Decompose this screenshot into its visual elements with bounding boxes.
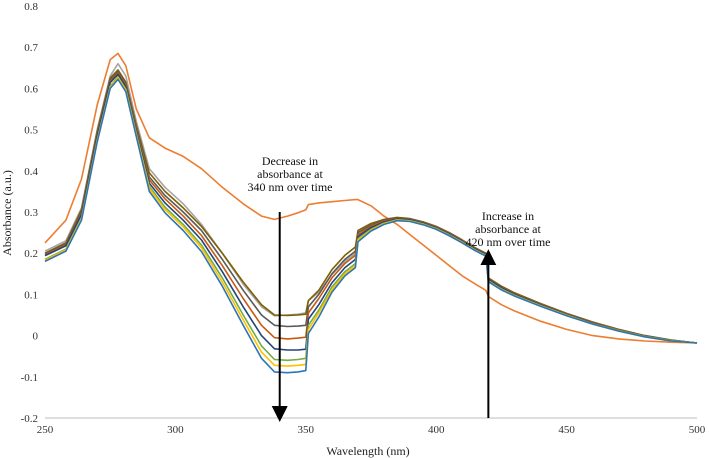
series-line-t4 bbox=[44, 72, 698, 344]
y-tick-label: 0.5 bbox=[24, 125, 38, 137]
series-line-t0 bbox=[44, 52, 698, 344]
y-axis-label: Absorbance (a.u.) bbox=[0, 170, 14, 256]
series-line-t1 bbox=[44, 62, 698, 344]
increase-annotation-text: Increase in bbox=[482, 209, 534, 223]
decrease-annotation-text: Decrease in bbox=[262, 154, 318, 168]
x-tick-label: 450 bbox=[558, 424, 575, 436]
decrease-annotation-text: absorbance at bbox=[257, 167, 323, 181]
x-tick-label: 400 bbox=[428, 424, 445, 436]
series-line-t7 bbox=[44, 76, 698, 367]
y-tick-label: -0.1 bbox=[21, 372, 38, 384]
series-lines bbox=[44, 52, 698, 374]
y-tick-label: -0.2 bbox=[21, 413, 38, 425]
y-tick-label: 0.6 bbox=[24, 83, 38, 95]
x-tick-label: 300 bbox=[167, 424, 184, 436]
series-line-t3 bbox=[44, 71, 698, 344]
y-tick-label: 0.8 bbox=[24, 1, 38, 13]
tick-labels: 250 300 350 400 450 500 -0.2 -0.1 0 0.1 0.2 0.3 0.4 0… bbox=[21, 1, 706, 436]
increase-annotation-text: absorbance at bbox=[475, 222, 541, 236]
decrease-annotation-text: 340 nm over time bbox=[248, 180, 333, 194]
y-tick-label: 0 bbox=[33, 331, 39, 343]
x-tick-label: 500 bbox=[689, 424, 706, 436]
y-tick-label: 0.3 bbox=[24, 207, 38, 219]
y-tick-label: 0.7 bbox=[24, 42, 38, 54]
y-tick-label: 0.1 bbox=[24, 289, 38, 301]
y-tick-label: 0.4 bbox=[24, 166, 38, 178]
x-tick-label: 250 bbox=[37, 424, 54, 436]
x-axis-label: Wavelength (nm) bbox=[326, 444, 409, 458]
series-line-t6 bbox=[44, 76, 698, 362]
x-tick-label: 350 bbox=[298, 424, 315, 436]
increase-annotation-text: 420 nm over time bbox=[466, 235, 551, 249]
series-line-t8 bbox=[44, 78, 698, 374]
y-tick-label: 0.2 bbox=[24, 248, 38, 260]
series-line-t5 bbox=[44, 73, 698, 351]
